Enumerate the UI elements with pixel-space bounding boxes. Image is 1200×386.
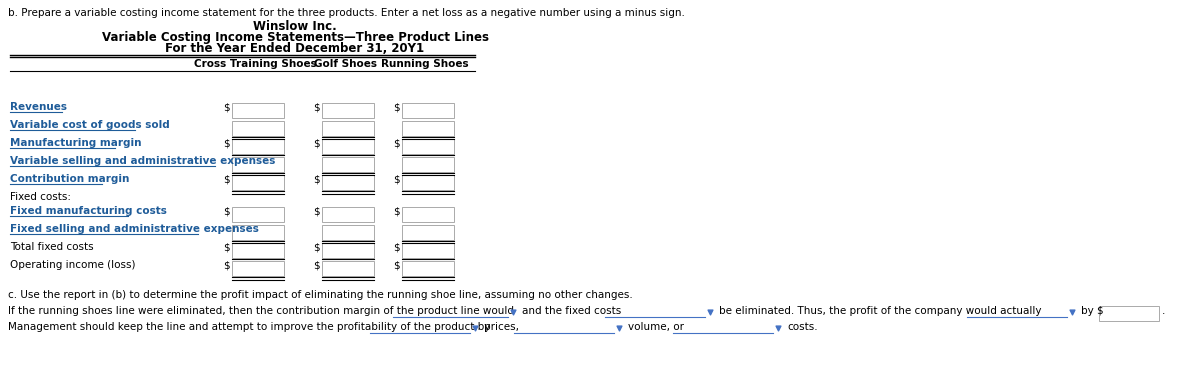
Text: $: $	[223, 207, 230, 217]
FancyBboxPatch shape	[232, 243, 284, 258]
Text: $: $	[394, 175, 400, 185]
Text: If the running shoes line were eliminated, then the contribution margin of the p: If the running shoes line were eliminate…	[8, 306, 514, 316]
Text: costs.: costs.	[787, 322, 817, 332]
FancyBboxPatch shape	[232, 175, 284, 190]
FancyBboxPatch shape	[402, 207, 454, 222]
Text: $: $	[313, 139, 320, 149]
FancyBboxPatch shape	[232, 225, 284, 240]
Text: Winslow Inc.: Winslow Inc.	[253, 20, 337, 33]
FancyBboxPatch shape	[322, 157, 374, 172]
Point	[466, 325, 485, 331]
FancyBboxPatch shape	[402, 243, 454, 258]
Point	[504, 309, 523, 315]
Text: $: $	[223, 243, 230, 253]
Text: $: $	[313, 261, 320, 271]
FancyBboxPatch shape	[402, 121, 454, 136]
Text: $: $	[223, 139, 230, 149]
Text: $: $	[313, 207, 320, 217]
FancyBboxPatch shape	[322, 175, 374, 190]
FancyBboxPatch shape	[402, 261, 454, 276]
FancyBboxPatch shape	[402, 103, 454, 118]
Text: prices,: prices,	[484, 322, 520, 332]
Text: Operating income (loss): Operating income (loss)	[10, 260, 136, 270]
FancyBboxPatch shape	[232, 157, 284, 172]
FancyBboxPatch shape	[322, 103, 374, 118]
FancyBboxPatch shape	[322, 121, 374, 136]
FancyBboxPatch shape	[322, 261, 374, 276]
FancyBboxPatch shape	[232, 139, 284, 154]
FancyBboxPatch shape	[322, 207, 374, 222]
FancyBboxPatch shape	[322, 243, 374, 258]
Text: $: $	[394, 261, 400, 271]
Text: by $: by $	[1081, 306, 1104, 316]
Text: c. Use the report in (b) to determine the profit impact of eliminating the runni: c. Use the report in (b) to determine th…	[8, 290, 632, 300]
Text: $: $	[223, 103, 230, 113]
Text: $: $	[394, 207, 400, 217]
Point	[610, 325, 629, 331]
Text: Manufacturing margin: Manufacturing margin	[10, 138, 142, 148]
Text: Variable Costing Income Statements—Three Product Lines: Variable Costing Income Statements—Three…	[102, 31, 488, 44]
Text: Fixed selling and administrative expenses: Fixed selling and administrative expense…	[10, 224, 259, 234]
Text: b. Prepare a variable costing income statement for the three products. Enter a n: b. Prepare a variable costing income sta…	[8, 8, 685, 18]
Text: $: $	[313, 175, 320, 185]
Text: .: .	[1162, 306, 1165, 316]
FancyBboxPatch shape	[322, 225, 374, 240]
FancyBboxPatch shape	[232, 121, 284, 136]
Text: be eliminated. Thus, the profit of the company would actually: be eliminated. Thus, the profit of the c…	[719, 306, 1042, 316]
Text: $: $	[223, 261, 230, 271]
Text: $: $	[394, 139, 400, 149]
FancyBboxPatch shape	[402, 139, 454, 154]
Text: For the Year Ended December 31, 20Y1: For the Year Ended December 31, 20Y1	[166, 42, 425, 55]
Point	[1062, 309, 1081, 315]
Text: $: $	[313, 243, 320, 253]
Text: $: $	[223, 175, 230, 185]
Text: $: $	[394, 103, 400, 113]
Text: Variable selling and administrative expenses: Variable selling and administrative expe…	[10, 156, 275, 166]
Text: Variable cost of goods sold: Variable cost of goods sold	[10, 120, 169, 130]
Text: Total fixed costs: Total fixed costs	[10, 242, 94, 252]
Text: $: $	[313, 103, 320, 113]
Text: Fixed manufacturing costs: Fixed manufacturing costs	[10, 206, 167, 216]
Text: Management should keep the line and attempt to improve the profitability of the : Management should keep the line and atte…	[8, 322, 491, 332]
FancyBboxPatch shape	[1099, 306, 1159, 321]
FancyBboxPatch shape	[402, 175, 454, 190]
Text: Contribution margin: Contribution margin	[10, 174, 130, 184]
Text: Fixed costs:: Fixed costs:	[10, 192, 71, 202]
Text: volume, or: volume, or	[628, 322, 684, 332]
Text: Golf Shoes: Golf Shoes	[313, 59, 377, 69]
Text: Running Shoes: Running Shoes	[382, 59, 469, 69]
FancyBboxPatch shape	[232, 207, 284, 222]
FancyBboxPatch shape	[322, 139, 374, 154]
FancyBboxPatch shape	[232, 261, 284, 276]
Point	[768, 325, 787, 331]
Text: Cross Training Shoes: Cross Training Shoes	[193, 59, 317, 69]
FancyBboxPatch shape	[232, 103, 284, 118]
FancyBboxPatch shape	[402, 225, 454, 240]
FancyBboxPatch shape	[402, 157, 454, 172]
Text: $: $	[394, 243, 400, 253]
Text: Revenues: Revenues	[10, 102, 67, 112]
Text: and the fixed costs: and the fixed costs	[522, 306, 622, 316]
Point	[701, 309, 720, 315]
